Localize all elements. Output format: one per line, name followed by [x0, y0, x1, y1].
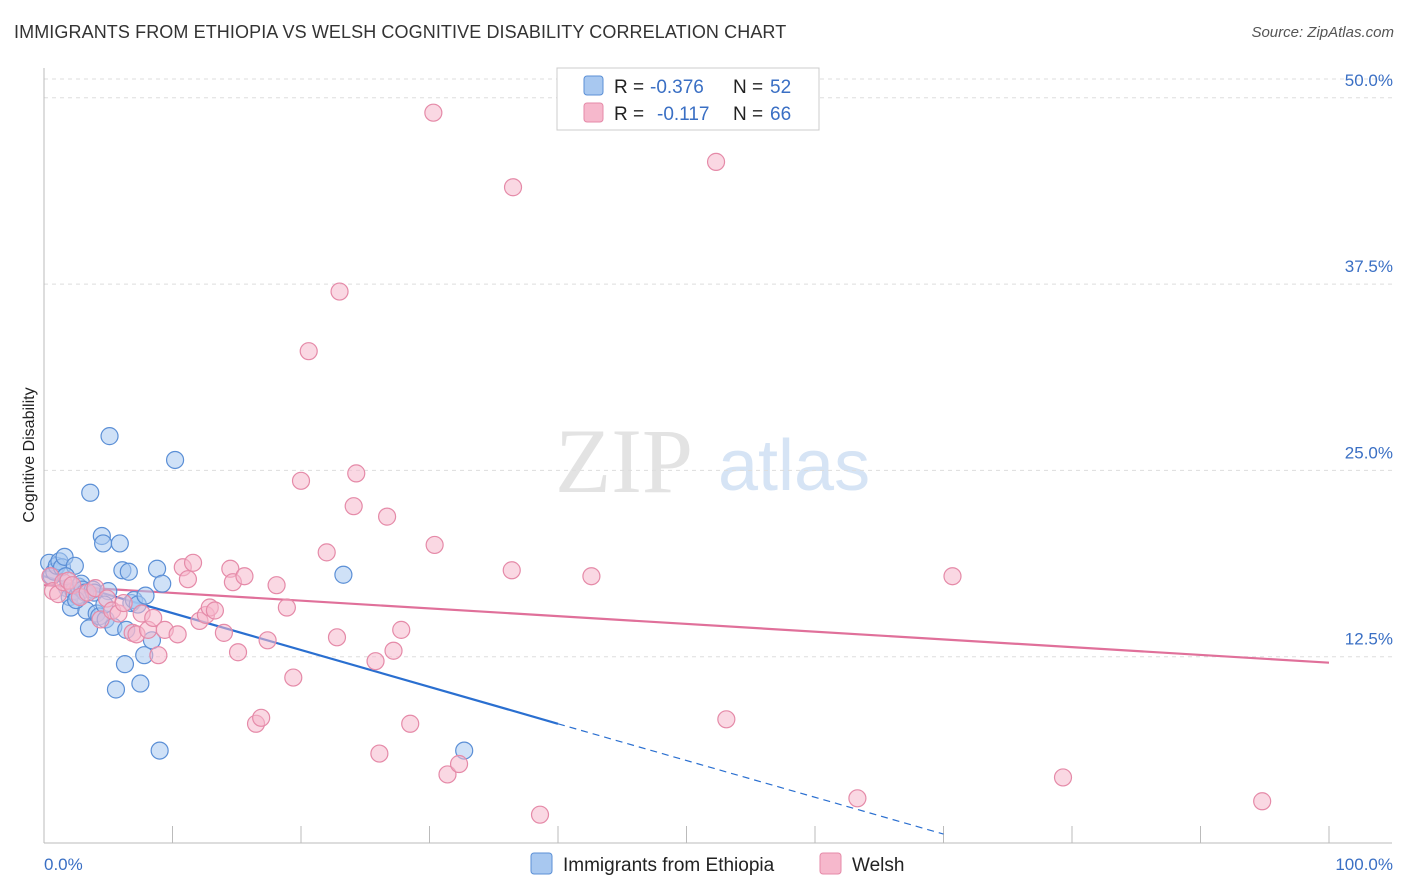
- welsh-point-55: [330, 282, 349, 301]
- x-tick-max: 100.0%: [1335, 855, 1393, 874]
- legend-r-value-ethiopia: -0.376: [650, 77, 704, 98]
- y-axis-label: Cognitive Disability: [21, 387, 38, 522]
- welsh-point-38: [277, 598, 296, 617]
- welsh-point-49: [384, 641, 403, 660]
- ethiopia-point-28: [100, 427, 119, 446]
- bottom-legend: Immigrants from Ethiopia Welsh: [530, 852, 904, 876]
- welsh-point-43: [327, 628, 347, 647]
- bottom-legend-swatch-welsh: [819, 852, 842, 875]
- axes: [43, 68, 1392, 844]
- legend-n-value-welsh: 66: [770, 104, 791, 125]
- x-tick-min: 0.0%: [44, 855, 83, 874]
- welsh-point-36: [258, 631, 277, 650]
- legend-r-label-welsh: R =: [614, 104, 644, 125]
- trend-lines: [43, 575, 1330, 835]
- series-welsh-points: [41, 103, 1272, 824]
- ethiopia-point-45: [153, 574, 172, 593]
- welsh-point-48: [377, 507, 397, 526]
- welsh-point-45: [344, 497, 363, 516]
- welsh-point-63: [943, 567, 962, 586]
- welsh-point-46: [366, 652, 385, 671]
- welsh-point-18: [144, 608, 163, 628]
- y-tick-labels: 12.5% 25.0% 37.5% 50.0%: [1345, 71, 1393, 649]
- welsh-point-53: [438, 765, 457, 784]
- y-tick-label-2: 37.5%: [1345, 257, 1393, 276]
- welsh-point-52: [425, 535, 444, 555]
- legend-r-value-welsh: -0.117: [657, 104, 709, 125]
- welsh-point-66: [530, 805, 550, 824]
- ethiopia-point-35: [119, 562, 138, 581]
- ethiopia-point-30: [106, 680, 126, 699]
- ethiopia-point-19: [81, 483, 100, 502]
- welsh-point-44: [347, 464, 366, 483]
- source-label: Source: ZipAtlas.com: [1251, 24, 1394, 41]
- welsh-point-42: [317, 543, 336, 562]
- legend-r-label-ethiopia: R =: [614, 77, 644, 98]
- welsh-point-47: [370, 744, 389, 763]
- welsh-point-59: [502, 561, 521, 580]
- ethiopia-point-39: [131, 674, 150, 693]
- ethiopia-point-47: [334, 565, 353, 584]
- welsh-point-29: [214, 623, 233, 642]
- welsh-point-19: [149, 646, 168, 665]
- welsh-point-32: [228, 643, 248, 662]
- welsh-point-33: [235, 567, 254, 586]
- welsh-point-54: [449, 754, 469, 774]
- ethiopia-point-44: [150, 741, 169, 760]
- chart-title: IMMIGRANTS FROM ETHIOPIA VS WELSH COGNIT…: [14, 22, 787, 42]
- welsh-point-60: [582, 567, 601, 586]
- welsh-point-35: [252, 708, 271, 727]
- welsh-point-8: [86, 579, 105, 598]
- bottom-legend-label-welsh: Welsh: [852, 855, 904, 876]
- welsh-point-28: [205, 601, 225, 620]
- bottom-legend-swatch-ethiopia: [530, 852, 553, 875]
- welsh-point-37: [267, 576, 286, 595]
- welsh-point-40: [291, 471, 311, 490]
- welsh-point-39: [284, 668, 303, 687]
- welsh-point-64: [1053, 768, 1073, 787]
- welsh-point-51: [401, 714, 420, 733]
- bottom-legend-label-ethiopia: Immigrants from Ethiopia: [563, 855, 775, 876]
- legend-n-label-ethiopia: N =: [733, 77, 763, 98]
- welsh-point-62: [848, 789, 867, 808]
- trend-line-ethiopia-extension: [557, 723, 944, 835]
- y-tick-label-1: 25.0%: [1345, 443, 1393, 462]
- welsh-point-58: [706, 152, 726, 171]
- ethiopia-point-31: [110, 534, 129, 553]
- welsh-point-23: [178, 570, 198, 589]
- legend-n-value-ethiopia: 52: [770, 77, 791, 98]
- welsh-point-41: [299, 342, 318, 361]
- welsh-point-24: [183, 553, 203, 572]
- legend-swatch-welsh: [583, 102, 604, 123]
- ethiopia-point-41: [136, 586, 155, 605]
- welsh-point-56: [424, 103, 443, 122]
- trend-line-welsh: [43, 584, 1330, 664]
- welsh-point-50: [392, 620, 411, 639]
- watermark-zip: ZIP: [555, 410, 693, 512]
- welsh-point-21: [168, 625, 187, 644]
- watermark-atlas: atlas: [718, 426, 870, 506]
- welsh-point-13: [114, 593, 133, 613]
- welsh-point-57: [503, 178, 523, 197]
- ethiopia-point-25: [94, 534, 113, 553]
- ethiopia-point-46: [165, 450, 185, 470]
- top-legend: R = -0.376 N = 52 R = -0.117 N = 66: [556, 67, 820, 131]
- legend-n-label-welsh: N =: [733, 104, 763, 125]
- y-tick-label-0: 12.5%: [1345, 630, 1393, 649]
- legend-swatch-ethiopia: [583, 75, 604, 96]
- ethiopia-point-33: [115, 655, 135, 674]
- welsh-point-61: [717, 710, 736, 729]
- y-tick-label-3: 50.0%: [1345, 71, 1393, 90]
- welsh-point-65: [1253, 792, 1272, 811]
